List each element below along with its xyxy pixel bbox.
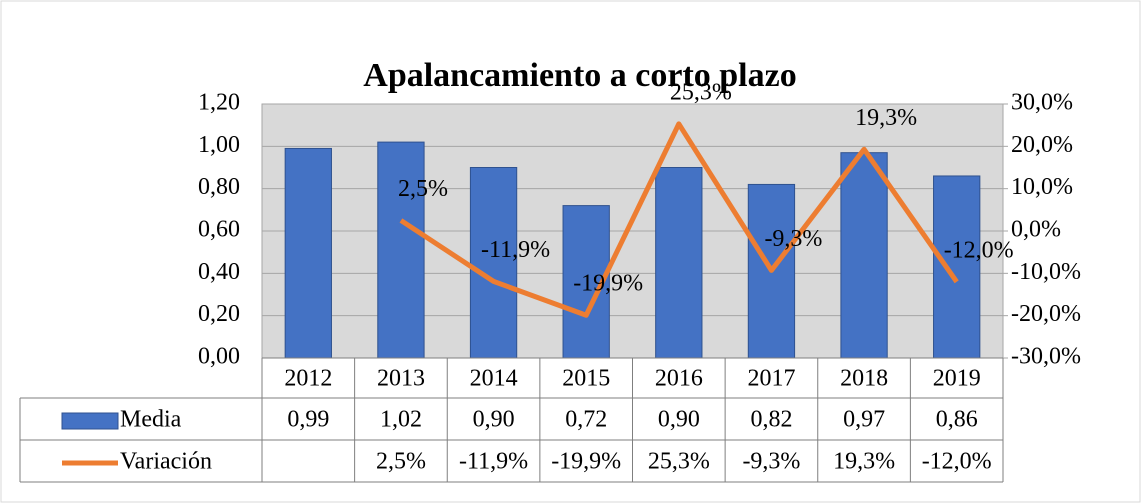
table-cell: 0,82 <box>750 407 792 433</box>
y2-tick-label: -30,0% <box>1011 344 1081 370</box>
x-tick-label: 2017 <box>747 366 795 392</box>
table-cell: -11,9% <box>459 449 528 475</box>
y-tick-label: 0,60 <box>198 217 240 243</box>
table-cell: 19,3% <box>833 449 895 475</box>
y-tick-label: 0,80 <box>198 174 240 200</box>
x-tick-label: 2014 <box>470 366 518 392</box>
table-cell: 0,99 <box>287 407 329 433</box>
y2-tick-label: 30,0% <box>1011 90 1073 116</box>
x-tick-label: 2015 <box>562 366 610 392</box>
legend-key <box>61 412 119 430</box>
data-label: 25,3% <box>670 79 732 105</box>
y2-tick-label: -10,0% <box>1011 259 1081 285</box>
bar <box>377 141 425 359</box>
data-label: -9,3% <box>764 226 822 252</box>
x-tick-label: 2018 <box>840 366 888 392</box>
bar <box>469 167 518 359</box>
y2-tick-label: 20,0% <box>1011 132 1073 158</box>
line <box>399 121 959 318</box>
x-tick-label: 2013 <box>377 366 425 392</box>
bar <box>840 152 888 359</box>
x-tick-label: 2016 <box>655 366 703 392</box>
y2-tick-label: 0,0% <box>1011 217 1061 243</box>
table-cell: 0,86 <box>936 407 978 433</box>
legend-label: Variación <box>120 449 212 475</box>
table-cell: 0,90 <box>658 407 700 433</box>
data-label: 19,3% <box>855 105 917 131</box>
y2-tick-label: -20,0% <box>1011 301 1081 327</box>
table-cell: -9,3% <box>742 449 800 475</box>
bar <box>284 147 332 359</box>
x-tick-label: 2019 <box>933 366 981 392</box>
table-cell: 0,72 <box>565 407 607 433</box>
y2-tick-label: 10,0% <box>1011 174 1073 200</box>
table-cell: -19,9% <box>551 449 621 475</box>
table-cell: 25,3% <box>648 449 710 475</box>
bar <box>655 167 703 359</box>
table-cell: 2,5% <box>376 449 426 475</box>
bar <box>933 175 981 359</box>
legend-label: Media <box>120 407 182 433</box>
x-tick-label: 2012 <box>284 366 332 392</box>
y-tick-label: 0,00 <box>198 344 240 370</box>
table-cell: 0,90 <box>473 407 515 433</box>
table-cell: -12,0% <box>922 449 992 475</box>
y-tick-label: 0,40 <box>198 259 240 285</box>
y-tick-label: 0,20 <box>198 301 240 327</box>
table-cell: 0,97 <box>843 407 885 433</box>
table-cell: 1,02 <box>380 407 422 433</box>
data-label: -19,9% <box>573 271 643 297</box>
data-label: 2,5% <box>398 176 448 202</box>
data-label: -11,9% <box>481 237 550 263</box>
y-tick-label: 1,20 <box>198 90 240 116</box>
data-label: -12,0% <box>944 237 1014 263</box>
y-tick-label: 1,00 <box>198 132 240 158</box>
chart-title: Apalancamiento a corto plazo <box>363 57 796 94</box>
